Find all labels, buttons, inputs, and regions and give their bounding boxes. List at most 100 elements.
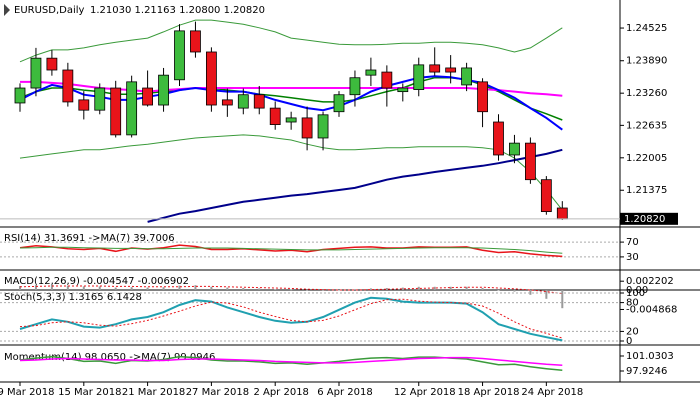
candle-body (269, 107, 281, 125)
y-tick-label: -0.004868 (626, 304, 677, 315)
candle-body (205, 51, 217, 106)
histogram-bar (290, 289, 293, 291)
candle-body (62, 69, 74, 103)
candle-body (253, 94, 265, 109)
indicator-line (19, 296, 563, 342)
indicator-line (19, 246, 563, 254)
candle-body (333, 94, 345, 113)
candle-body (461, 67, 473, 86)
y-tick-label: 1.22635 (626, 120, 667, 131)
x-tick-label: 9 Mar 2018 (0, 387, 55, 398)
histogram-bar (162, 287, 165, 290)
histogram-bar (274, 289, 277, 290)
candle-body (365, 69, 377, 76)
panel-title: MACD(12,26,9) -0.004547 -0.006902 (4, 276, 189, 287)
histogram-bar (449, 286, 452, 290)
x-tick-label: 27 Mar 2018 (186, 387, 249, 398)
y-tick-label: 80 (626, 298, 639, 309)
histogram-bar (338, 290, 340, 291)
candle-body (540, 179, 552, 213)
histogram-bar (114, 287, 117, 290)
histogram-bar (98, 286, 101, 290)
histogram-bar (242, 288, 245, 290)
candle-body (301, 117, 313, 139)
histogram-bar (226, 287, 229, 290)
candle-body (509, 142, 520, 156)
histogram-bar (50, 284, 53, 290)
x-tick-label: 6 Apr 2018 (317, 387, 372, 398)
histogram-bar (497, 290, 500, 291)
y-tick-label: 1.23260 (626, 88, 667, 99)
panel-title: RSI(14) 31.3691 ->MA(7) 39.7006 (4, 233, 175, 244)
indicator-line (19, 19, 563, 63)
x-tick-label: 2 Apr 2018 (253, 387, 308, 398)
x-tick-label: 18 Apr 2018 (458, 387, 520, 398)
histogram-bar (481, 288, 484, 290)
candle-body (381, 71, 393, 89)
histogram-bar (465, 286, 468, 290)
histogram-bar (146, 287, 149, 290)
histogram-bar (19, 286, 21, 290)
x-tick-label: 15 Mar 2018 (58, 387, 121, 398)
y-tick-label: 0.00 (626, 285, 648, 296)
histogram-bar (561, 290, 564, 309)
candle-body (317, 114, 329, 139)
indicator-line (147, 148, 563, 223)
candle-body (78, 99, 90, 111)
histogram-bar (258, 288, 261, 290)
histogram-bar (513, 290, 516, 292)
y-tick-label: 20 (626, 326, 639, 337)
histogram-bar (385, 288, 388, 290)
y-tick-label: 100 (626, 288, 645, 299)
histogram-bar (417, 286, 420, 290)
candle-body (413, 64, 425, 90)
y-tick-label: 70 (626, 237, 639, 248)
histogram-bar (401, 287, 404, 290)
histogram-bar (66, 285, 69, 290)
candle-body (556, 207, 568, 220)
chart-title: EURUSD,Daily (14, 5, 85, 16)
y-tick-label: 1.21375 (626, 185, 667, 196)
candle-body (237, 94, 249, 109)
histogram-bar (194, 285, 197, 290)
candle-body (285, 117, 297, 123)
candle-body (190, 30, 201, 53)
x-tick-label: 12 Apr 2018 (394, 387, 456, 398)
x-tick-label: 24 Apr 2018 (521, 387, 583, 398)
indicator-line (19, 355, 563, 372)
candle-body (445, 67, 457, 73)
indicator-line (19, 134, 563, 211)
symbol-icon (4, 4, 10, 16)
panel-title: Momentum(14) 98.0650 ->MA(7) 99.0946 (4, 352, 215, 363)
histogram-bar (306, 290, 309, 291)
indicator-line (19, 356, 563, 367)
histogram-bar (529, 290, 532, 295)
candle-body (174, 30, 185, 81)
last-price-label: 1.20820 (624, 214, 665, 225)
histogram-bar (433, 286, 436, 290)
candle-body (158, 74, 169, 106)
candle-body (349, 77, 361, 96)
histogram-bar (545, 290, 548, 299)
y-tick-label: 97.9246 (626, 366, 667, 377)
candle-body (493, 121, 504, 156)
histogram-bar (130, 287, 133, 290)
chart-subtitle: 1.21030 1.21163 1.20800 1.20820 (90, 5, 265, 16)
histogram-bar (82, 286, 85, 290)
histogram-bar (369, 288, 372, 290)
panel-title: Stoch(5,3,3) 1.3165 6.1428 (4, 292, 142, 303)
y-tick-label: 30 (626, 252, 639, 263)
candle-body (14, 87, 26, 104)
y-tick-label: 0.002202 (626, 276, 674, 287)
indicator-line (19, 298, 563, 339)
candle-body (397, 87, 409, 93)
candle-body (477, 81, 488, 113)
y-tick-label: 1.23890 (626, 56, 667, 67)
y-tick-label: 1.22005 (626, 153, 667, 164)
histogram-bar (353, 289, 356, 290)
candle-body (46, 57, 58, 71)
candle-body (94, 87, 106, 111)
candle-body (30, 57, 42, 89)
